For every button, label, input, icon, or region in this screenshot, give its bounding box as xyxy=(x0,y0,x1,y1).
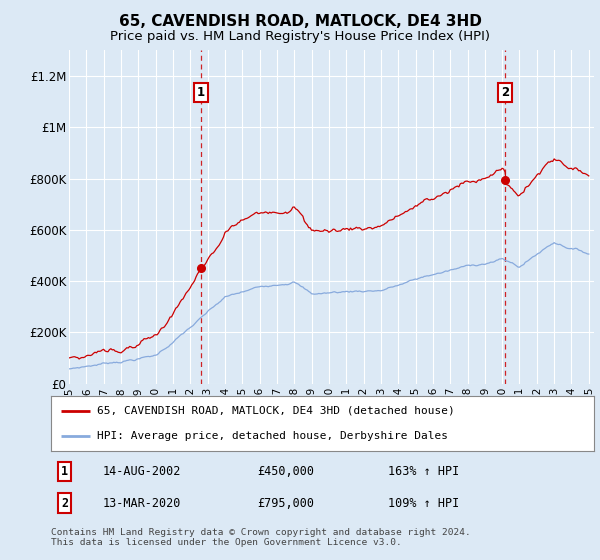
Text: 109% ↑ HPI: 109% ↑ HPI xyxy=(388,497,459,510)
Text: 14-AUG-2002: 14-AUG-2002 xyxy=(103,465,181,478)
Text: 2: 2 xyxy=(502,86,509,100)
Text: £450,000: £450,000 xyxy=(257,465,314,478)
Text: 163% ↑ HPI: 163% ↑ HPI xyxy=(388,465,459,478)
Text: 65, CAVENDISH ROAD, MATLOCK, DE4 3HD (detached house): 65, CAVENDISH ROAD, MATLOCK, DE4 3HD (de… xyxy=(97,406,455,416)
Text: 65, CAVENDISH ROAD, MATLOCK, DE4 3HD: 65, CAVENDISH ROAD, MATLOCK, DE4 3HD xyxy=(119,14,481,29)
Text: Price paid vs. HM Land Registry's House Price Index (HPI): Price paid vs. HM Land Registry's House … xyxy=(110,30,490,43)
Text: HPI: Average price, detached house, Derbyshire Dales: HPI: Average price, detached house, Derb… xyxy=(97,431,448,441)
Text: 2: 2 xyxy=(61,497,68,510)
Text: 1: 1 xyxy=(197,86,205,100)
Text: Contains HM Land Registry data © Crown copyright and database right 2024.
This d: Contains HM Land Registry data © Crown c… xyxy=(51,528,471,547)
Text: 1: 1 xyxy=(61,465,68,478)
Text: £795,000: £795,000 xyxy=(257,497,314,510)
Text: 13-MAR-2020: 13-MAR-2020 xyxy=(103,497,181,510)
